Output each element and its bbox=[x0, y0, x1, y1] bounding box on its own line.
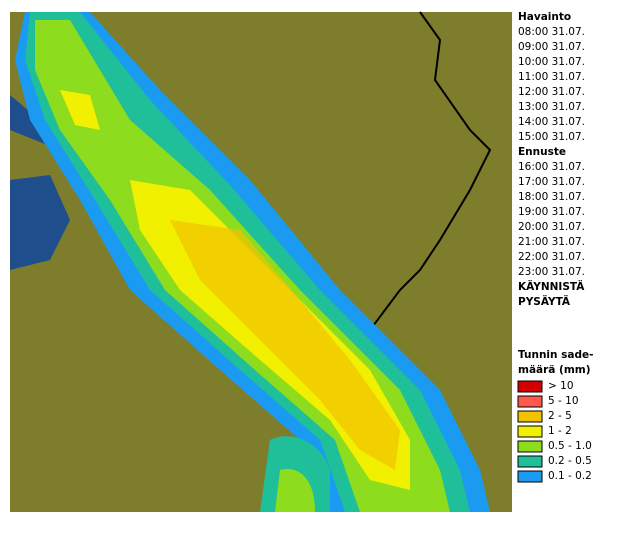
time-link[interactable]: 16:00 31.07. bbox=[518, 161, 585, 173]
time-link[interactable]: 08:00 31.07. bbox=[518, 26, 585, 38]
legend-label: 0.2 - 0.5 bbox=[548, 455, 592, 467]
section-title: Havainto bbox=[518, 11, 571, 23]
legend-label: 5 - 10 bbox=[548, 395, 579, 407]
legend-swatch bbox=[517, 410, 543, 423]
legend-label: 2 - 5 bbox=[548, 410, 572, 422]
time-link[interactable]: 18:00 31.07. bbox=[518, 191, 585, 203]
stop-button[interactable]: PYSÄYTÄ bbox=[518, 294, 571, 308]
legend-label: 0.1 - 0.2 bbox=[548, 470, 592, 482]
legend-swatch bbox=[517, 470, 543, 483]
legend-swatch bbox=[517, 455, 543, 468]
side-panel: Havainto 08:00 31.07. 09:00 31.07. 10:00 31… bbox=[517, 11, 594, 483]
legend-title: Tunnin sade- bbox=[518, 349, 594, 361]
time-link[interactable]: 20:00 31.07. bbox=[518, 221, 585, 233]
time-link[interactable]: 19:00 31.07. bbox=[518, 206, 585, 218]
time-link[interactable]: 15:00 31.07. bbox=[518, 131, 585, 143]
legend-swatch bbox=[517, 425, 543, 438]
legend-swatch bbox=[517, 395, 543, 408]
map bbox=[10, 11, 512, 513]
time-link[interactable]: 11:00 31.07. bbox=[518, 71, 585, 83]
time-link[interactable]: 13:00 31.07. bbox=[518, 101, 585, 113]
start-button[interactable]: KÄYNNISTÄ bbox=[518, 279, 585, 293]
time-link[interactable]: 22:00 31.07. bbox=[518, 251, 585, 263]
legend-swatch bbox=[517, 380, 543, 393]
legend-label: 0.5 - 1.0 bbox=[548, 440, 592, 452]
legend-swatch bbox=[517, 440, 543, 453]
section-title: Ennuste bbox=[518, 146, 566, 158]
time-link[interactable]: 10:00 31.07. bbox=[518, 56, 585, 68]
time-link[interactable]: 09:00 31.07. bbox=[518, 41, 585, 53]
legend-title: määrä (mm) bbox=[518, 364, 591, 376]
time-link[interactable]: 21:00 31.07. bbox=[518, 236, 585, 248]
time-link[interactable]: 12:00 31.07. bbox=[518, 86, 585, 98]
legend-label: 1 - 2 bbox=[548, 425, 572, 437]
legend-label: > 10 bbox=[548, 380, 574, 392]
time-link[interactable]: 23:00 31.07. bbox=[518, 266, 585, 278]
time-link[interactable]: 17:00 31.07. bbox=[518, 176, 585, 188]
time-link[interactable]: 14:00 31.07. bbox=[518, 116, 585, 128]
